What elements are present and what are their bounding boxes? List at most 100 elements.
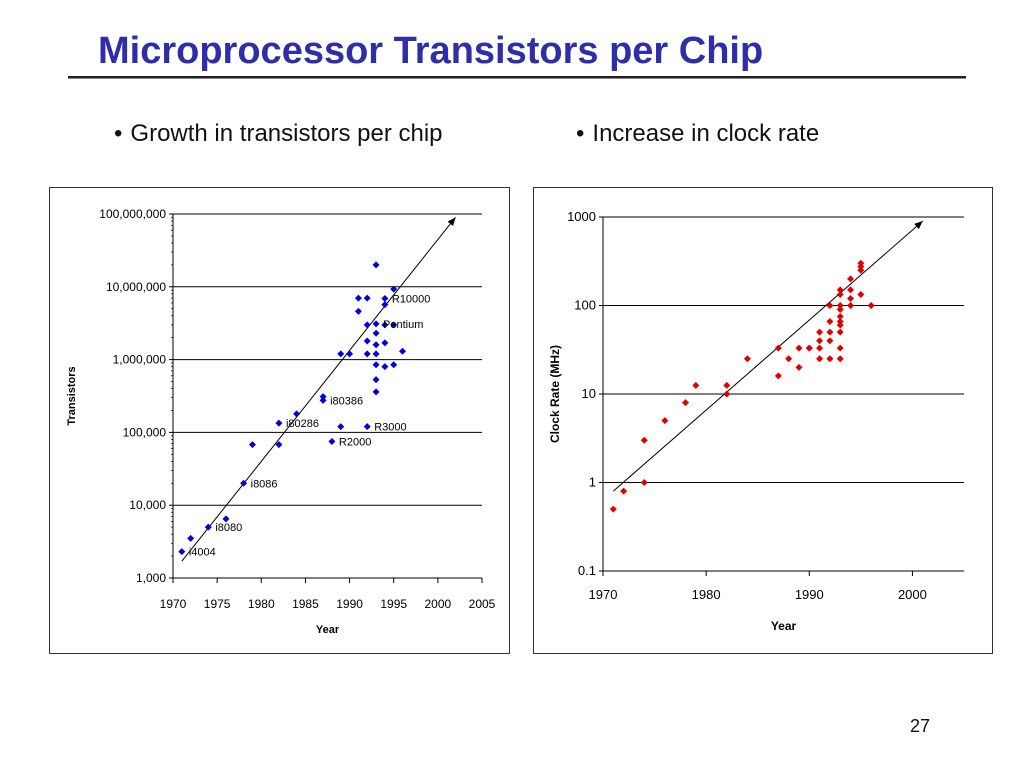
data-point: [867, 302, 875, 309]
data-point: [390, 321, 398, 329]
x-tick-label: 1995: [380, 597, 407, 611]
data-point: [816, 344, 824, 352]
x-tick-label: 1980: [692, 587, 721, 602]
data-point: [847, 286, 855, 294]
data-point: [363, 350, 371, 358]
x-tick-label: 2005: [469, 597, 496, 611]
point-label: Pentium: [383, 319, 423, 331]
data-point: [337, 423, 345, 431]
x-tick-label: 1985: [292, 597, 319, 611]
point-label: R3000: [374, 422, 406, 434]
data-point: [372, 320, 380, 328]
data-point: [836, 302, 844, 309]
data-point: [337, 350, 345, 358]
data-point: [372, 261, 380, 269]
data-point: [723, 381, 731, 389]
data-point: [354, 307, 362, 315]
data-point: [847, 302, 855, 309]
data-point: [785, 355, 793, 363]
x-axis-title: Year: [316, 624, 340, 636]
data-point: [275, 419, 283, 427]
x-tick-label: 1990: [336, 597, 363, 611]
data-point: [372, 361, 380, 369]
data-point: [319, 393, 327, 401]
data-point: [826, 328, 834, 336]
data-point: [847, 275, 855, 283]
clock-rate-chart: 0.1 1 10 100 1000 1970 1980 1990 2000 Year Clock R…: [548, 209, 964, 633]
point-label: i80286: [286, 418, 319, 430]
data-point: [390, 285, 398, 293]
data-point: [363, 294, 371, 302]
data-point: [836, 344, 844, 352]
data-point: [248, 441, 256, 449]
data-point: [346, 350, 354, 358]
data-point: [826, 355, 834, 363]
y-tick-label: 100,000,000: [99, 207, 166, 221]
point-label: R10000: [392, 294, 431, 306]
point-label: R2000: [339, 436, 371, 448]
data-point: [805, 344, 813, 352]
bullet-clock-rate: • Increase in clock rate: [576, 120, 819, 148]
data-point: [816, 355, 824, 363]
data-point: [354, 294, 362, 302]
y-tick-label: 1,000,000: [113, 353, 167, 367]
y-tick-label: 1000: [567, 209, 596, 224]
data-point: [187, 534, 195, 542]
data-point: [363, 337, 371, 345]
slide-title: Microprocessor Transistors per Chip: [98, 30, 764, 72]
data-point: [640, 436, 648, 444]
data-point: [381, 339, 389, 347]
data-point: [826, 337, 834, 345]
x-tick-label: 1970: [589, 587, 618, 602]
data-point: [319, 396, 327, 404]
data-point: [774, 372, 782, 380]
data-point: [381, 301, 389, 309]
title-underline: [68, 76, 966, 79]
trend-arrowhead: [914, 221, 923, 230]
data-point: [743, 355, 751, 363]
y-tick-label: 0.1: [578, 563, 596, 578]
point-label: i4004: [189, 547, 216, 559]
bullet-dot: •: [576, 120, 585, 147]
data-point: [640, 479, 648, 486]
data-point: [816, 337, 824, 345]
data-point: [836, 328, 844, 336]
data-point: [372, 329, 380, 337]
y-tick-label: 10,000: [129, 498, 166, 512]
y-tick-label: 1: [589, 475, 596, 490]
data-point: [826, 302, 834, 309]
data-point: [857, 259, 865, 267]
x-tick-label: 2000: [898, 587, 927, 602]
data-point: [240, 479, 248, 487]
x-tick-label: 1970: [160, 597, 187, 611]
data-point: [381, 363, 389, 371]
trend-line: [181, 217, 456, 562]
data-point: [836, 291, 844, 299]
y-tick-label: 10: [582, 386, 596, 401]
data-point: [682, 399, 690, 407]
data-point: [609, 505, 617, 513]
x-tick-label: 1990: [795, 587, 824, 602]
data-point: [399, 347, 407, 355]
y-tick-label: 1,000: [136, 571, 166, 585]
bullet-dot: •: [114, 120, 123, 147]
data-point: [293, 410, 301, 418]
data-point: [826, 317, 834, 325]
data-point: [372, 341, 380, 349]
data-point: [178, 548, 186, 556]
data-point: [390, 361, 398, 369]
data-point: [381, 321, 389, 329]
data-point: [836, 317, 844, 325]
data-point: [836, 313, 844, 321]
clock-rate-chart-panel: 0.1 1 10 100 1000 1970 1980 1990 2000 Year Clock R…: [533, 187, 993, 654]
data-point: [620, 487, 628, 495]
y-axis-title: Transistors: [66, 366, 78, 425]
trend-arrowhead: [447, 217, 456, 226]
data-point: [204, 523, 212, 531]
transistor-chart-panel: 1,000 10,000 100,000 1,000,000 10,000,000 100…: [49, 187, 510, 654]
x-axis-title: Year: [771, 619, 797, 633]
data-point: [857, 266, 865, 274]
data-point: [363, 423, 371, 431]
data-point: [836, 286, 844, 294]
data-point: [857, 291, 865, 299]
